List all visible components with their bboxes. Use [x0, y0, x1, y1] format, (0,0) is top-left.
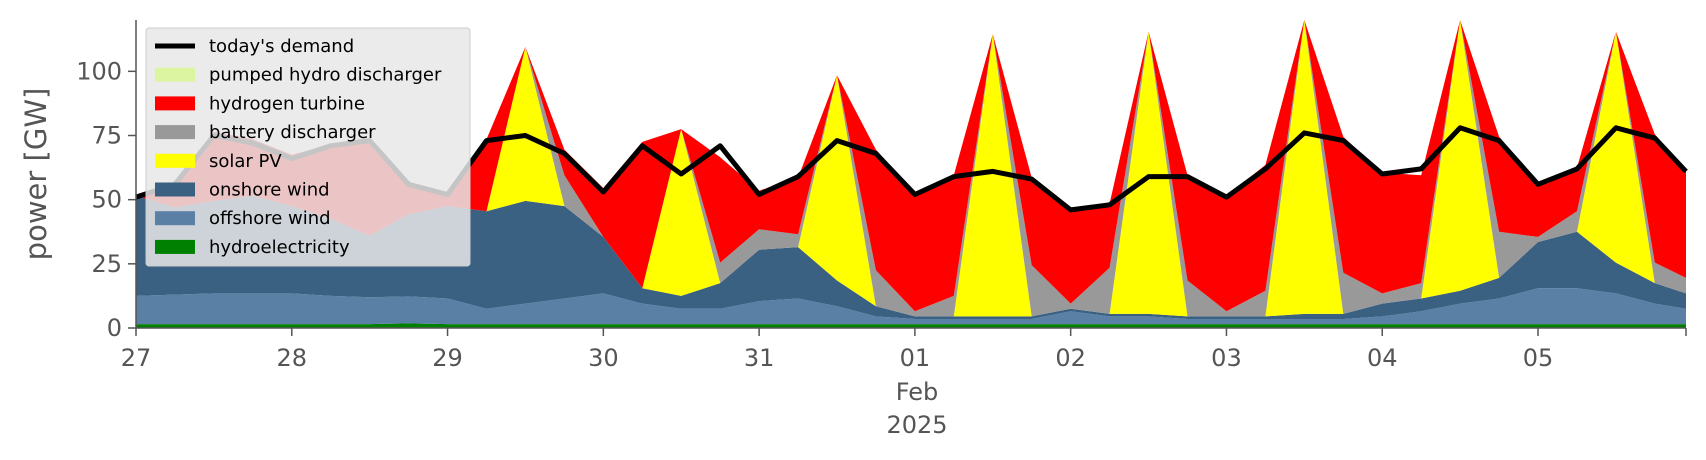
- legend: today's demand pumped hydro discharger hyd…: [145, 27, 471, 267]
- legend-swatch-hydrogen-turbine: [155, 96, 195, 111]
- y-axis-ticks: 0 25 50 75 100: [76, 57, 136, 342]
- legend-label-onshore-wind: onshore wind: [209, 180, 330, 201]
- legend-label-pumped-hydro-discharger: pumped hydro discharger: [209, 65, 442, 86]
- legend-label-offshore-wind: offshore wind: [209, 208, 331, 229]
- legend-swatch-battery-discharger: [155, 125, 195, 140]
- x-tick-label: 31: [744, 344, 775, 372]
- x-tick-label: 02: [1055, 344, 1086, 372]
- stacked-area-layer: [136, 20, 1686, 328]
- legend-swatch-offshore-wind: [155, 211, 195, 226]
- x-tick-label: 03: [1211, 344, 1242, 372]
- legend-swatch-pumped-hydro-discharger: [155, 67, 195, 82]
- legend-swatch-hydroelectricity: [155, 239, 195, 254]
- x-tick-label: 27: [121, 344, 152, 372]
- legend-label-battery-discharger: battery discharger: [209, 122, 376, 143]
- x-axis-year-label: 2025: [886, 411, 947, 439]
- legend-box: [145, 27, 471, 267]
- y-tick-label: 0: [107, 314, 122, 342]
- x-tick-label: 28: [277, 344, 308, 372]
- x-axis-ticks: 27 28 29 30 31 01 02 03 04 05: [121, 328, 1687, 372]
- area-onshore-wind: [136, 195, 1686, 319]
- x-tick-label: 01: [900, 344, 931, 372]
- y-tick-label: 50: [91, 186, 122, 214]
- legend-swatch-solar-pv: [155, 153, 195, 168]
- legend-label-solar-pv: solar PV: [209, 151, 282, 172]
- area-hydrogen-turbine: [136, 20, 1686, 312]
- x-tick-label: 29: [432, 344, 463, 372]
- legend-label-hydroelectricity: hydroelectricity: [209, 237, 350, 258]
- area-solar-pv: [136, 20, 1686, 317]
- x-tick-label: 04: [1367, 344, 1398, 372]
- y-tick-label: 100: [76, 57, 122, 85]
- legend-swatch-onshore-wind: [155, 182, 195, 197]
- y-axis-label: power [GW]: [19, 88, 53, 261]
- y-tick-label: 25: [91, 250, 122, 278]
- area-offshore-wind: [136, 288, 1686, 325]
- x-tick-label: 05: [1523, 344, 1554, 372]
- y-tick-label: 75: [91, 122, 122, 150]
- x-axis-month-label: Feb: [896, 378, 939, 406]
- x-tick-label: 30: [588, 344, 619, 372]
- area-hydroelectricity: [136, 323, 1686, 328]
- legend-label-today-s-demand: today's demand: [209, 36, 354, 57]
- legend-label-hydrogen-turbine: hydrogen turbine: [209, 93, 365, 114]
